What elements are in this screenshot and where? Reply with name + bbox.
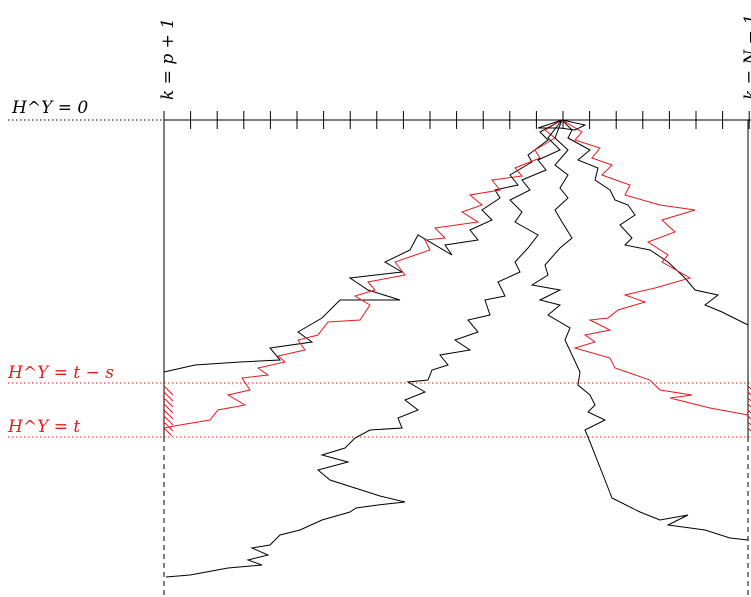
label-h-zero: H^Y = 0 bbox=[11, 98, 88, 118]
red-path-1 bbox=[164, 120, 562, 428]
label-h-t-minus-s: H^Y = t − s bbox=[7, 363, 114, 383]
label-k-left: k = p + 1 bbox=[158, 18, 178, 100]
label-h-t: H^Y = t bbox=[7, 417, 80, 437]
black-path-4 bbox=[562, 120, 748, 325]
black-path-1 bbox=[164, 120, 562, 372]
black-path-3 bbox=[532, 120, 748, 540]
label-k-right: k = N − 1 bbox=[741, 14, 751, 100]
left-hatch bbox=[164, 386, 173, 436]
